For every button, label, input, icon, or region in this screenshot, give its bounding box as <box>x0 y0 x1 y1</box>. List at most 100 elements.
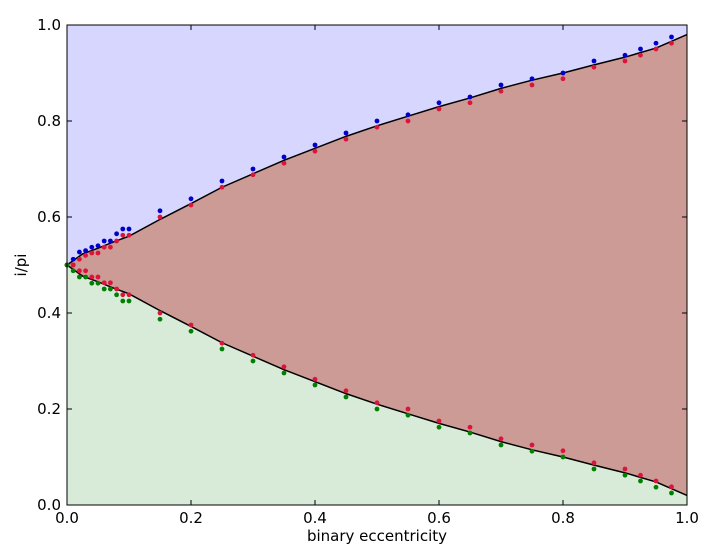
data-point-1-41 <box>157 310 163 316</box>
data-point-1-9 <box>120 232 126 238</box>
data-point-2-18 <box>374 406 380 412</box>
data-point-1-23 <box>529 82 535 88</box>
data-point-1-20 <box>436 106 442 112</box>
data-point-0-10 <box>157 208 163 214</box>
data-point-1-38 <box>114 286 119 292</box>
data-point-1-12 <box>188 202 194 208</box>
data-point-2-17 <box>343 394 349 400</box>
data-point-2-1 <box>70 268 76 274</box>
data-point-2-22 <box>498 442 504 448</box>
data-point-1-4 <box>89 250 95 256</box>
data-point-1-57 <box>638 472 643 478</box>
x-tick-label: 0.8 <box>551 509 575 527</box>
y-tick-label: 0.8 <box>37 112 61 130</box>
data-point-2-12 <box>188 328 194 334</box>
x-tick-label: 0.6 <box>427 509 451 527</box>
data-point-1-49 <box>405 406 411 412</box>
y-axis-label: i/pi <box>12 254 30 277</box>
data-point-2-26 <box>622 472 628 478</box>
x-tick-label: 0.0 <box>55 509 79 527</box>
data-point-1-51 <box>467 424 473 430</box>
data-point-2-24 <box>560 454 566 460</box>
data-point-1-35 <box>95 274 101 280</box>
data-point-0-16 <box>343 130 349 136</box>
data-point-1-52 <box>498 436 504 442</box>
data-point-0-25 <box>622 52 628 58</box>
data-point-1-46 <box>312 376 318 382</box>
data-point-2-4 <box>89 280 95 286</box>
data-point-1-40 <box>126 292 132 298</box>
data-point-1-43 <box>219 340 225 346</box>
data-point-2-6 <box>101 286 107 292</box>
data-point-2-21 <box>467 430 473 436</box>
data-point-0-5 <box>101 238 107 244</box>
y-ticks: 0.0 0.2 0.4 0.6 0.8 1.0 <box>37 16 687 514</box>
data-point-2-10 <box>126 298 132 304</box>
data-point-0-4 <box>95 243 101 249</box>
data-point-1-34 <box>89 274 95 280</box>
data-point-0-11 <box>188 196 194 202</box>
data-point-0-23 <box>560 70 566 76</box>
data-point-2-9 <box>120 298 126 304</box>
data-point-2-20 <box>436 424 442 430</box>
x-tick-label: 1.0 <box>675 509 699 527</box>
y-tick-label: 0.6 <box>37 208 61 226</box>
data-point-0-26 <box>638 46 643 52</box>
data-point-1-53 <box>529 442 535 448</box>
data-point-0-15 <box>312 142 318 148</box>
data-point-1-37 <box>108 280 113 286</box>
data-point-0-27 <box>653 40 659 46</box>
data-point-2-23 <box>529 448 535 454</box>
data-point-1-59 <box>669 484 674 490</box>
data-point-1-56 <box>622 466 628 472</box>
data-point-2-19 <box>405 412 411 418</box>
data-point-1-28 <box>653 46 659 52</box>
data-point-2-13 <box>219 346 225 352</box>
data-point-2-7 <box>108 286 113 292</box>
data-point-1-24 <box>560 76 566 82</box>
data-point-2-15 <box>281 370 287 376</box>
data-point-1-58 <box>653 478 659 484</box>
data-point-1-39 <box>120 292 126 298</box>
data-point-1-14 <box>250 172 256 178</box>
data-point-1-15 <box>281 160 287 166</box>
y-tick-label: 0.2 <box>37 400 61 418</box>
y-tick-label: 1.0 <box>37 16 61 34</box>
upper-boundary-curve <box>66 33 688 266</box>
x-axis-label: binary eccentricity <box>307 527 447 545</box>
y-tick-label: 0.0 <box>37 496 61 514</box>
lower-region <box>67 265 687 505</box>
data-point-1-6 <box>101 244 107 250</box>
data-point-0-0 <box>70 256 76 262</box>
data-point-1-36 <box>101 280 107 286</box>
data-point-1-7 <box>108 244 113 250</box>
data-point-0-7 <box>114 231 119 237</box>
data-point-0-12 <box>219 178 225 184</box>
data-point-2-14 <box>250 358 256 364</box>
data-point-1-45 <box>281 364 287 370</box>
data-point-0-20 <box>467 94 473 100</box>
data-point-0-28 <box>669 34 674 40</box>
data-point-1-42 <box>188 322 194 328</box>
data-point-2-11 <box>157 316 163 322</box>
data-points <box>64 34 674 496</box>
data-point-0-17 <box>374 118 380 124</box>
data-point-0-21 <box>498 82 504 88</box>
data-point-1-22 <box>498 88 504 94</box>
data-point-1-5 <box>95 250 101 256</box>
data-point-0-1 <box>77 249 82 255</box>
data-point-1-10 <box>126 232 132 238</box>
x-tick-label: 0.2 <box>179 509 203 527</box>
data-point-0-18 <box>405 112 411 118</box>
data-point-1-29 <box>669 40 674 46</box>
lower-boundary-curve <box>66 264 688 497</box>
data-point-0-2 <box>83 248 88 254</box>
data-point-1-3 <box>83 253 88 258</box>
data-point-0-9 <box>126 226 132 232</box>
data-point-1-13 <box>219 184 225 190</box>
data-point-2-29 <box>669 490 674 496</box>
data-point-2-2 <box>77 274 82 280</box>
data-point-2-5 <box>95 280 101 286</box>
data-point-1-11 <box>157 214 163 220</box>
